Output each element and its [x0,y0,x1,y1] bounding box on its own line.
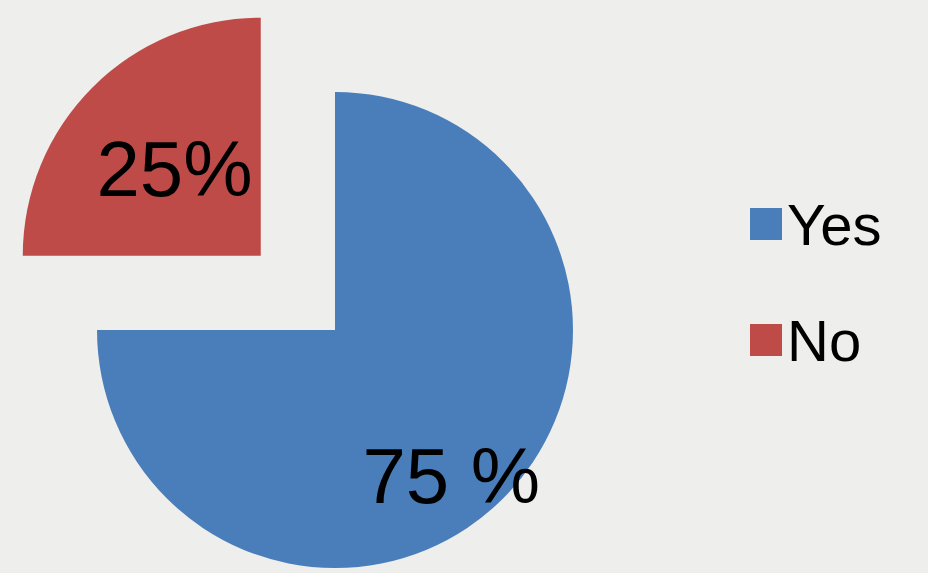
svg-text:No: No [787,308,861,373]
svg-text:75 %: 75 % [362,432,540,520]
svg-text:Yes: Yes [787,192,882,257]
svg-text:25%: 25% [96,125,252,213]
